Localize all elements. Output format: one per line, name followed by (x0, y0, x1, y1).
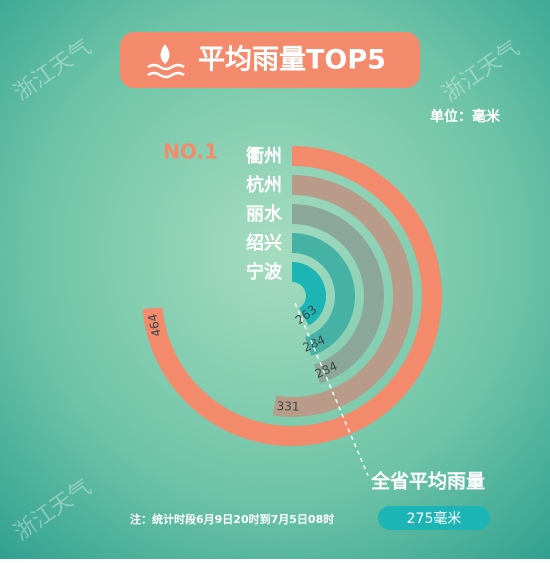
average-title: 全省平均雨量 (370, 470, 485, 493)
title-pill (120, 32, 420, 88)
chart-title: 平均雨量TOP5 (198, 45, 386, 76)
category-label: 衢州 (246, 145, 282, 167)
note: 注：统计时段6月9日20时到7月5日08时 (130, 512, 334, 526)
water-icon (147, 44, 185, 79)
rank-label: NO.1 (163, 140, 218, 164)
arc-bar (291, 233, 355, 356)
category-label: 宁波 (246, 261, 283, 283)
average-pill (378, 506, 490, 530)
average-line (294, 303, 369, 476)
category-label: 杭州 (246, 174, 282, 196)
value-label: 331 (276, 399, 299, 414)
arc-bar (291, 262, 326, 326)
arc-bar (142, 146, 442, 446)
category-label: 绍兴 (246, 232, 282, 254)
value-label: 464 (145, 313, 163, 338)
arc-bar (291, 204, 384, 384)
arc-bar (273, 175, 413, 417)
unit-label: 单位：毫米 (430, 108, 501, 125)
category-label: 丽水 (246, 203, 283, 225)
average-label: 275毫米 (407, 510, 462, 527)
